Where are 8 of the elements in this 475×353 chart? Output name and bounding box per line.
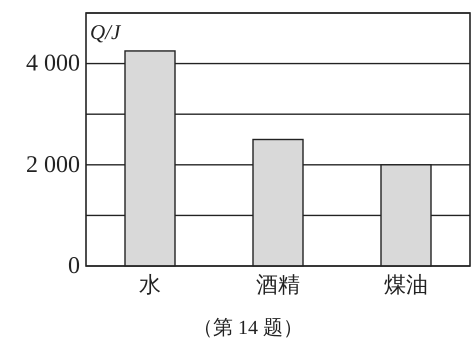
y-tick-label: 2 000: [26, 152, 80, 178]
x-tick-label: 水: [139, 272, 161, 297]
text: （第 14 题）: [193, 317, 303, 339]
y-tick-label: 0: [68, 253, 80, 279]
x-tick-label: 酒精: [256, 272, 300, 297]
x-tick-label: 煤油: [384, 272, 428, 297]
y-tick-label: 4 000: [26, 50, 80, 77]
y-axis-title: Q/J: [90, 20, 122, 44]
